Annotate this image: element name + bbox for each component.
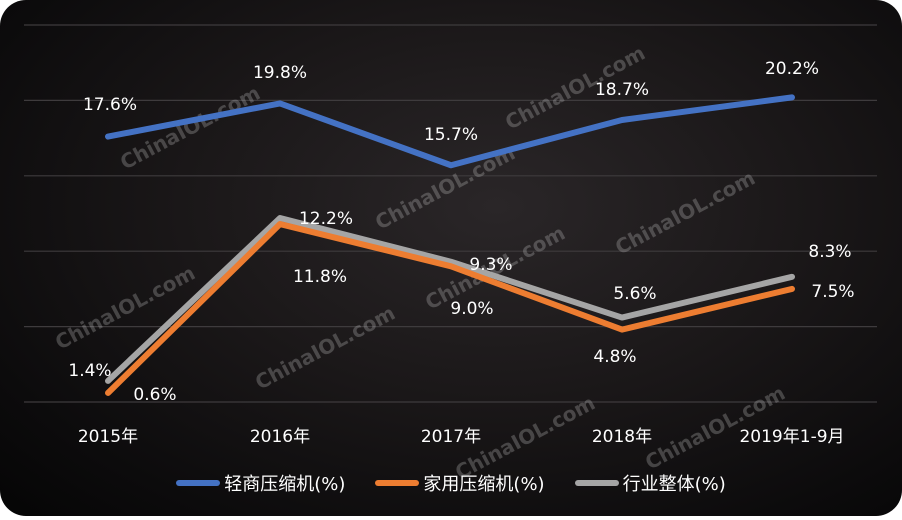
legend-item-light-commercial[interactable]: 轻商压缩机(%) [176, 470, 345, 496]
data-label: 11.8% [293, 267, 347, 287]
watermark: ChinaIOL.com [51, 261, 199, 355]
data-label: 20.2% [765, 59, 819, 79]
x-axis-tick-label: 2018年 [592, 427, 652, 447]
series-line-industry-total[interactable] [105, 215, 795, 384]
data-label: 9.0% [450, 299, 493, 319]
legend-label: 行业整体(%) [622, 474, 726, 495]
series-line-household[interactable] [105, 221, 795, 396]
legend-swatch-orange-icon [375, 480, 420, 486]
data-label: 17.6% [83, 95, 137, 115]
data-label: 1.4% [68, 361, 111, 381]
legend-item-industry-total[interactable]: 行业整体(%) [574, 470, 726, 496]
watermark: ChinaIOL.com [251, 301, 399, 395]
data-label: 7.5% [811, 282, 854, 302]
data-label: 0.6% [133, 385, 176, 405]
x-axis-tick-label: 2019年1-9月 [739, 427, 844, 447]
data-label: 12.2% [299, 209, 353, 229]
data-label: 9.3% [469, 255, 512, 275]
legend-swatch-gray-icon [574, 480, 619, 486]
x-axis-tick-label: 2017年 [421, 427, 481, 447]
data-label: 18.7% [595, 80, 649, 100]
data-label: 4.8% [593, 347, 636, 367]
data-label: 5.6% [613, 284, 656, 304]
legend-swatch-blue-icon [176, 480, 221, 486]
x-axis-tick-label: 2016年 [250, 427, 310, 447]
legend: 轻商压缩机(%) 家用压缩机(%) 行业整体(%) [0, 470, 902, 496]
legend-label: 轻商压缩机(%) [224, 474, 346, 495]
legend-label: 家用压缩机(%) [423, 474, 545, 495]
data-label: 8.3% [808, 242, 851, 262]
x-axis-tick-label: 2015年 [78, 427, 138, 447]
data-label: 15.7% [424, 125, 478, 145]
watermark: ChinaIOL.com [611, 166, 759, 260]
series-line-light-commercial[interactable] [105, 94, 795, 169]
legend-item-household[interactable]: 家用压缩机(%) [375, 470, 545, 496]
watermark: ChinaIOL.com [116, 81, 264, 175]
data-label: 19.8% [253, 63, 307, 83]
